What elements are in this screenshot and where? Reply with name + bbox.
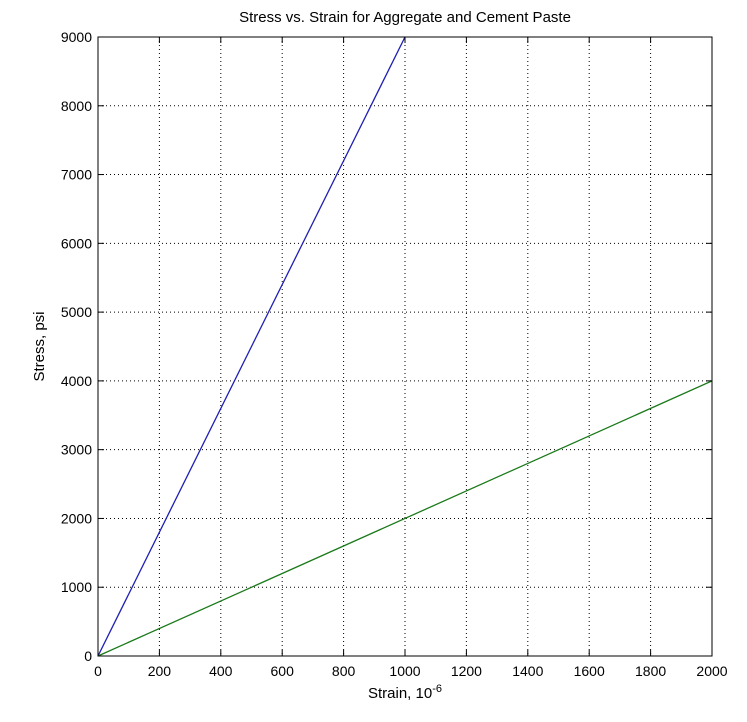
x-tick-label: 1400: [512, 663, 543, 679]
x-tick-label: 200: [148, 663, 172, 679]
x-tick-label: 2000: [696, 663, 727, 679]
tick-layer: 0 200 400 600 800 1000 1200 1400 1600 1800 2000 0 10…: [61, 29, 728, 679]
y-axis-title: Stress, psi: [31, 311, 48, 381]
series-line-2: [97, 380, 713, 657]
x-tick-label: 1000: [389, 663, 420, 679]
x-axis-title-text: Strain, 10: [368, 685, 432, 702]
y-tick-label: 7000: [61, 167, 92, 183]
grid-layer: [98, 37, 712, 656]
chart-title: Stress vs. Strain for Aggregate and Ceme…: [239, 9, 571, 26]
y-tick-label: 8000: [61, 98, 92, 114]
x-tick-label: 0: [94, 663, 102, 679]
x-tick-label: 1800: [635, 663, 666, 679]
x-axis-title: Strain, 10-6: [368, 683, 442, 702]
y-tick-label: 3000: [61, 442, 92, 458]
y-tick-label: 1000: [61, 579, 92, 595]
x-tick-label: 600: [271, 663, 295, 679]
y-tick-label: 9000: [61, 29, 92, 45]
y-tick-label: 4000: [61, 373, 92, 389]
series-layer: [97, 36, 713, 657]
x-axis-title-superscript: -6: [432, 683, 442, 695]
y-tick-label: 5000: [61, 304, 92, 320]
series-line-1: [97, 36, 406, 657]
y-tick-label: 0: [84, 648, 92, 664]
x-tick-label: 400: [209, 663, 233, 679]
x-tick-label: 1200: [451, 663, 482, 679]
x-tick-label: 1600: [574, 663, 605, 679]
y-tick-label: 2000: [61, 510, 92, 526]
y-tick-label: 6000: [61, 235, 92, 251]
x-tick-label: 800: [332, 663, 356, 679]
